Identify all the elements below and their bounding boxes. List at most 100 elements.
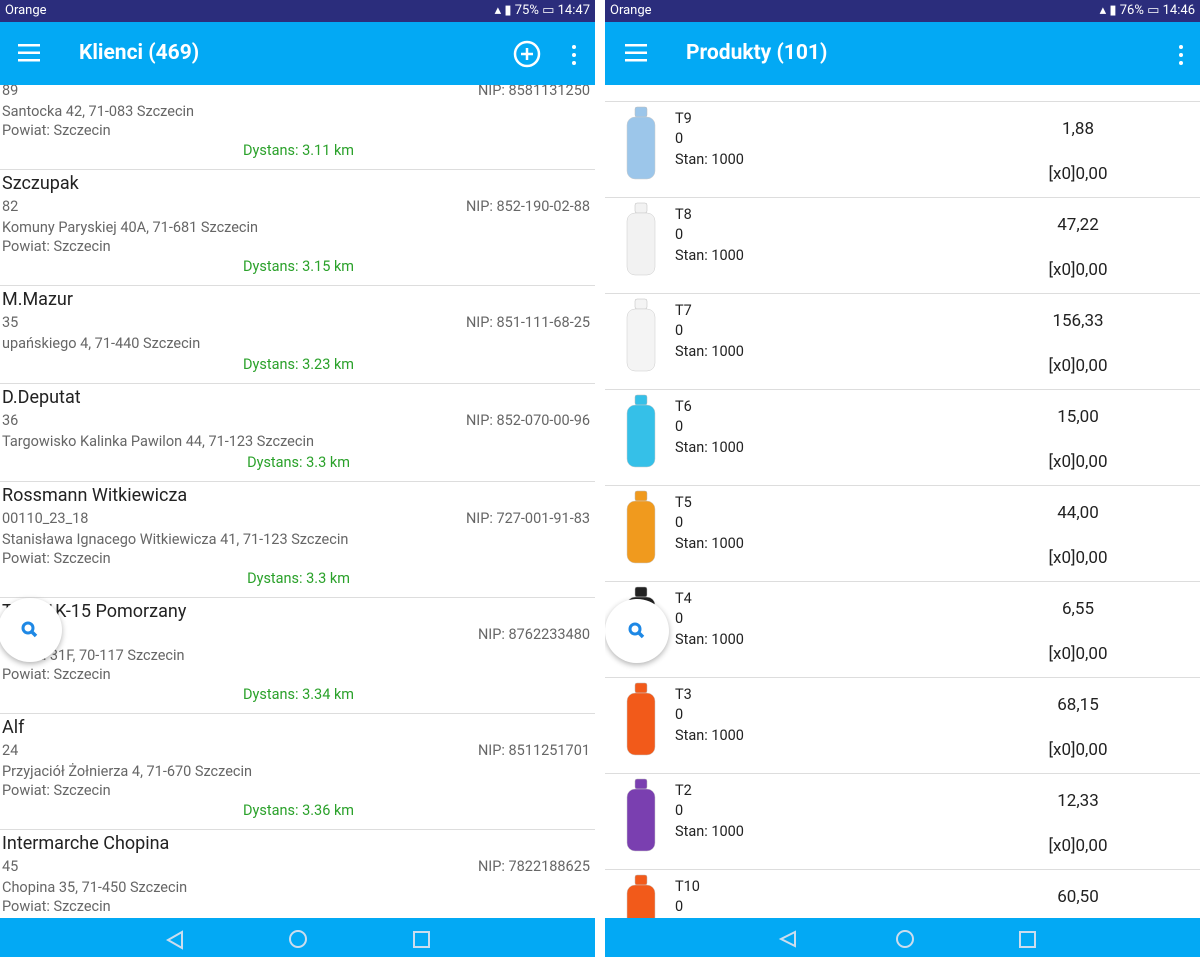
product-code: T4	[675, 590, 692, 607]
product-stock: Stan: 1000	[675, 439, 744, 456]
client-address: ska 31F, 70-117 Szczecin	[2, 647, 185, 664]
client-address: Targowisko Kalinka Pawilon 44, 71-123 Sz…	[2, 433, 314, 450]
client-nip: NIP: 727-001-91-83	[465, 510, 590, 527]
product-stock: Stan: 1000	[675, 343, 744, 360]
client-row[interactable]: T o 1K-15 Pomorzany NIP: 8762233480 ska 3…	[0, 598, 595, 714]
product-row[interactable]: T2 0 Stan: 1000 12,33 [x0]0,00	[605, 774, 1200, 870]
product-image	[626, 298, 656, 372]
client-name: M.Mazur	[2, 289, 73, 310]
client-address: Przyjaciół Żołnierza 4, 71-670 Szczecin	[2, 763, 253, 780]
number-line: 35 NIP: 851-111-68-25	[2, 312, 595, 334]
client-list: 89 NIP: 8581131250 Santocka 42, 71-083 Szc…	[0, 85, 595, 918]
product-row[interactable]: T8 0 Stan: 1000 47,22 [x0]0,00	[605, 198, 1200, 294]
nav-bar	[605, 918, 1200, 957]
add-button[interactable]	[513, 40, 541, 68]
status-right: ▴ ▮ 75% ▭ 14:47	[494, 3, 590, 18]
product-list: T9 0 Stan: 1000 1,88 [x0]0,00 T8 0 Stan: 1000 47…	[605, 85, 1200, 918]
client-name: T o 1K-15 Pomorzany	[2, 601, 187, 622]
battery: 76%	[1119, 3, 1144, 18]
client-number: 00110_23_18	[2, 510, 89, 527]
product-qty: 0	[675, 610, 684, 627]
client-name: Rossmann Witkiewicza	[2, 485, 188, 506]
client-distance: Dystans: 3.3 km	[247, 454, 350, 471]
product-stock: Stan: 1000	[675, 247, 744, 264]
battery: 75%	[514, 3, 539, 18]
status-bar: Orange ▴ ▮ 76% ▭ 14:46	[605, 0, 1200, 22]
client-row[interactable]: Alf 24 NIP: 8511251701 Przyjaciół Żołnierza…	[0, 714, 595, 830]
client-nip: NIP: 851-111-68-25	[465, 314, 590, 331]
product-qty: 0	[675, 322, 684, 339]
client-district: Powiat: Szczecin	[2, 238, 111, 255]
client-distance: Dystans: 3.34 km	[242, 686, 355, 703]
product-row[interactable]: T7 0 Stan: 1000 156,33 [x0]0,00	[605, 294, 1200, 390]
product-qty: 0	[675, 226, 684, 243]
client-nip: NIP: 852-190-02-88	[465, 198, 590, 215]
client-distance: Dystans: 3.36 km	[242, 802, 355, 819]
client-name: Szczupak	[2, 173, 79, 194]
menu-button[interactable]	[625, 43, 647, 63]
client-distance: Dystans: 3.11 km	[242, 142, 355, 159]
client-row[interactable]: Szczupak 82 NIP: 852-190-02-88 Komuny Parys…	[0, 170, 595, 286]
client-address: upańskiego 4, 71-440 Szczecin	[2, 335, 201, 352]
client-nip: NIP: 8511251701	[477, 742, 590, 759]
product-row[interactable]: T5 0 Stan: 1000 44,00 [x0]0,00	[605, 486, 1200, 582]
product-image	[626, 778, 656, 852]
client-number: 35	[2, 314, 19, 331]
number-line: 82 NIP: 852-190-02-88	[2, 196, 595, 218]
product-row[interactable]: T9 0 Stan: 1000 1,88 [x0]0,00	[605, 102, 1200, 198]
product-image	[626, 874, 656, 918]
product-qty: 0	[675, 802, 684, 819]
product-row[interactable]: T4 0 Stan: 1000 6,55 [x0]0,00	[605, 582, 1200, 678]
client-row[interactable]: Rossmann Witkiewicza 00110_23_18 NIP: 727-…	[0, 482, 595, 598]
product-code: T10	[675, 878, 700, 895]
product-image	[626, 490, 656, 564]
carrier: Orange	[610, 3, 652, 18]
client-address: Santocka 42, 71-083 Szczecin	[2, 103, 195, 120]
time: 14:46	[1162, 3, 1195, 18]
client-nip: NIP: 7822188625	[477, 858, 590, 875]
client-address: Komuny Paryskiej 40A, 71-681 Szczecin	[2, 219, 259, 236]
product-qty: 0	[675, 514, 684, 531]
product-code: T2	[675, 782, 692, 799]
product-row[interactable]: T6 0 Stan: 1000 15,00 [x0]0,00	[605, 390, 1200, 486]
number-line: 36 NIP: 852-070-00-96	[2, 410, 595, 432]
product-image	[626, 202, 656, 276]
client-name: Intermarche Chopina	[2, 833, 170, 854]
client-number: 89	[2, 85, 19, 99]
client-distance: Dystans: 3.15 km	[242, 258, 355, 275]
client-district: Powiat: Szczecin	[2, 898, 111, 915]
client-row[interactable]: D.Deputat 36 NIP: 852-070-00-96 Targowisko …	[0, 384, 595, 482]
client-district: Powiat: Szczecin	[2, 782, 111, 799]
search-button[interactable]	[0, 598, 62, 662]
time: 14:47	[557, 3, 590, 18]
client-name: Alf	[2, 717, 25, 738]
client-row[interactable]: M.Mazur 35 NIP: 851-111-68-25 upańskiego 4,…	[0, 286, 595, 384]
more-button[interactable]	[1177, 44, 1185, 66]
client-row[interactable]: Intermarche Chopina 45 NIP: 7822188625 Chop…	[0, 830, 595, 918]
client-nip: NIP: 8581131250	[477, 85, 590, 99]
status-right: ▴ ▮ 76% ▭ 14:46	[1099, 3, 1195, 18]
more-button[interactable]	[570, 44, 578, 66]
status-bar: Orange ▴ ▮ 75% ▭ 14:47	[0, 0, 595, 22]
client-distance: Dystans: 3.3 km	[247, 570, 350, 587]
client-district: Powiat: Szczecin	[2, 666, 111, 683]
product-code: T8	[675, 206, 692, 223]
client-row[interactable]: 89 NIP: 8581131250 Santocka 42, 71-083 Szc…	[0, 85, 595, 170]
client-number: 45	[2, 858, 19, 875]
number-line: 89 NIP: 8581131250	[2, 85, 595, 102]
number-line: 45 NIP: 7822188625	[2, 856, 595, 878]
product-stock: Stan: 1000	[675, 535, 744, 552]
number-line: 24 NIP: 8511251701	[2, 740, 595, 762]
product-qty: 0	[675, 418, 684, 435]
product-row[interactable]: T3 0 Stan: 1000 68,15 [x0]0,00	[605, 678, 1200, 774]
product-image	[626, 682, 656, 756]
client-nip: NIP: 852-070-00-96	[465, 412, 590, 429]
product-row[interactable]: T100Stan: 100060,50[x0]0,00	[605, 870, 1200, 918]
client-address: Chopina 35, 71-450 Szczecin	[2, 879, 188, 896]
search-button[interactable]	[605, 599, 669, 663]
product-stock: Stan: 1000	[675, 823, 744, 840]
menu-button[interactable]	[18, 43, 40, 63]
client-number: 24	[2, 742, 19, 759]
product-image	[626, 106, 656, 180]
client-nip: NIP: 8762233480	[477, 626, 590, 643]
